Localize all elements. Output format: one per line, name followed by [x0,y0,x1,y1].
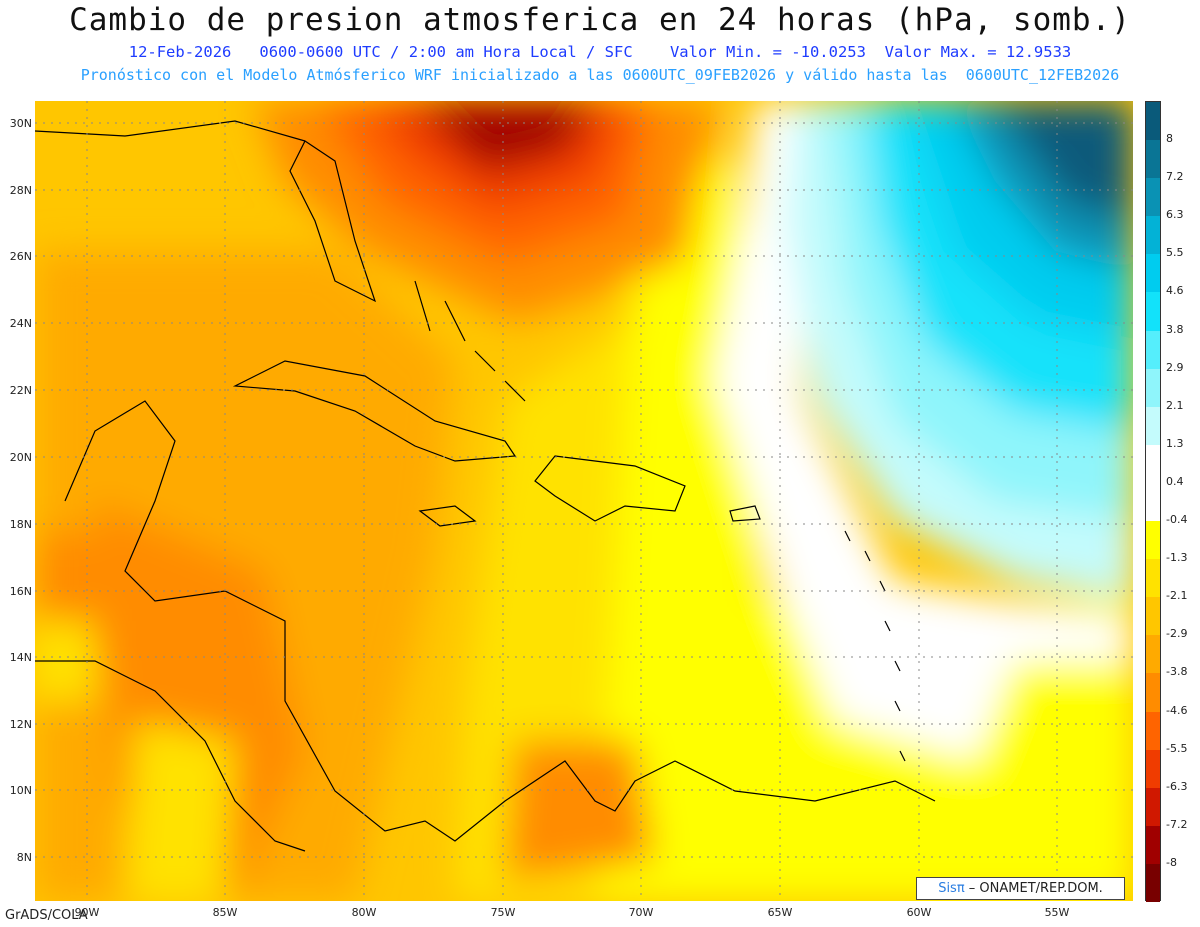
map-canvas [35,101,1133,901]
colorbar-label: 7.2 [1166,170,1184,184]
colorbar-label: -4.6 [1166,703,1188,717]
pressure-change-map [35,101,1133,901]
colorbar-label: 8 [1166,132,1173,146]
colorbar-label: 5.5 [1166,246,1184,260]
colorbar-segment [1146,292,1160,332]
colorbar [1145,101,1161,903]
lon-label-85w: 85W [212,906,238,919]
colorbar-segment [1146,749,1160,789]
colorbar-segment [1146,330,1160,370]
colorbar-label: -0.4 [1166,513,1188,527]
lat-label-22n: 22N [9,384,32,397]
graticule [35,101,1133,901]
lat-label-16n: 16N [9,585,32,598]
lon-label-65w: 65W [767,906,793,919]
lat-label-18n: 18N [9,518,32,531]
software-label: GrADS/COLA [5,908,88,923]
lat-label-26n: 26N [9,250,32,263]
colorbar-segment [1146,254,1160,293]
colorbar-segment [1146,178,1160,217]
colorbar-segment [1146,635,1160,674]
credit-brand: Sisπ [938,881,965,896]
lat-label-30n: 30N [9,117,32,130]
colorbar-label: -7.2 [1166,817,1188,831]
map-title: Cambio de presion atmosferica en 24 hora… [69,2,1131,38]
colorbar-segment [1146,673,1160,713]
colorbar-segment [1146,825,1160,865]
colorbar-segment [1146,787,1160,827]
lat-label-14n: 14N [9,651,32,664]
lon-label-80w: 80W [351,906,377,919]
colorbar-label: 4.6 [1166,284,1184,298]
colorbar-label: 3.8 [1166,322,1184,336]
colorbar-segment [1146,368,1160,408]
colorbar-label: -1.3 [1166,551,1188,565]
lat-label-20n: 20N [9,451,32,464]
colorbar-label: 1.3 [1166,436,1184,450]
lon-label-75w: 75W [490,906,516,919]
colorbar-label: -3.8 [1166,665,1188,679]
subtitle-model-info: Pronóstico con el Modelo Atmósferico WRF… [80,66,1120,84]
lat-label-10n: 10N [9,784,32,797]
colorbar-label: 2.1 [1166,398,1184,412]
colorbar-label: 2.9 [1166,360,1184,374]
lat-label-12n: 12N [9,718,32,731]
lon-label-90w: 90W [74,906,100,919]
lon-label-60w: 60W [906,906,932,919]
lat-label-24n: 24N [9,317,32,330]
colorbar-label: -8 [1166,855,1177,869]
lat-label-8n: 8N [16,851,32,864]
colorbar-segment [1146,406,1160,446]
colorbar-label: -5.5 [1166,741,1188,755]
colorbar-label: 6.3 [1166,208,1184,222]
lat-label-28n: 28N [9,184,32,197]
colorbar-segment [1146,444,1160,484]
colorbar-segment [1146,597,1160,636]
colorbar-label: -2.9 [1166,627,1188,641]
lon-label-55w: 55W [1044,906,1070,919]
colorbar-segment [1146,102,1160,141]
credit-box: Sisπ – ONAMET/REP.DOM. [916,877,1125,900]
credit-text: – ONAMET/REP.DOM. [964,881,1103,896]
colorbar-segment [1146,711,1160,751]
colorbar-segment [1146,216,1160,255]
colorbar-label: -6.3 [1166,779,1188,793]
colorbar-segment [1146,521,1160,560]
colorbar-label: -2.1 [1166,589,1188,603]
colorbar-segment [1146,482,1160,522]
colorbar-segment [1146,140,1160,179]
coastlines [35,120,936,852]
subtitle-date-range: 12-Feb-2026 0600-0600 UTC / 2:00 am Hora… [128,43,1072,61]
colorbar-label: 0.4 [1166,474,1184,488]
lon-label-70w: 70W [628,906,654,919]
colorbar-segment [1146,559,1160,598]
colorbar-segment [1146,863,1160,903]
